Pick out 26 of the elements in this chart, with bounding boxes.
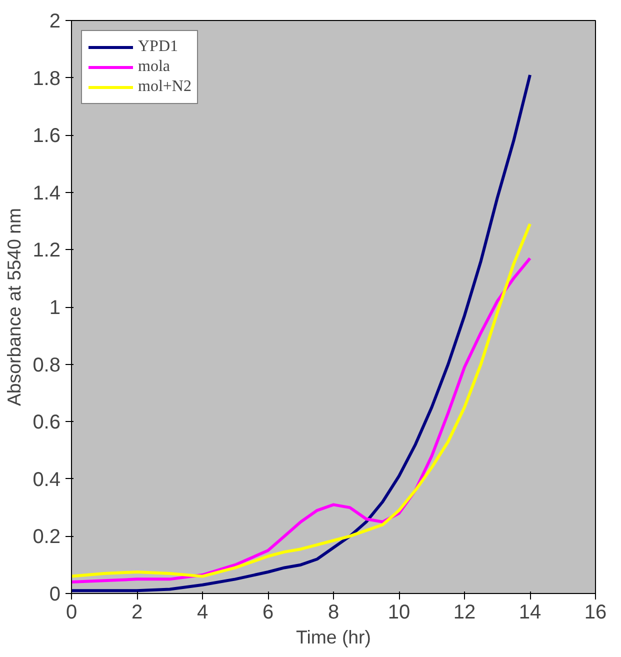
y-tick-label: 0.4 xyxy=(32,468,61,491)
x-tick-label: 12 xyxy=(453,602,476,624)
y-tick-label: 0 xyxy=(49,584,60,606)
y-tick-label: 1.4 xyxy=(32,182,61,204)
y-tick-label: 1.6 xyxy=(32,125,61,148)
y-tick-label: 2 xyxy=(49,10,60,32)
y-tick-label: 0.6 xyxy=(32,412,61,434)
y-axis-title: Absorbance at 5540 nm xyxy=(4,208,25,406)
y-tick-label: 1 xyxy=(49,297,60,319)
legend-label: YPD1 xyxy=(138,38,178,56)
x-tick-label: 4 xyxy=(196,602,208,624)
x-tick-label: 10 xyxy=(388,602,410,624)
y-tick-label: 0.8 xyxy=(32,354,61,376)
y-tick-label: 0.2 xyxy=(32,526,61,548)
x-axis-title: Time (hr) xyxy=(296,626,371,648)
x-tick-label: 14 xyxy=(518,602,542,624)
x-tick-label: 16 xyxy=(584,602,607,624)
legend-label: mola xyxy=(138,58,170,76)
y-tick-label: 1.8 xyxy=(32,68,61,90)
x-tick-label: 8 xyxy=(328,602,340,624)
x-tick-label: 6 xyxy=(262,602,274,624)
x-tick-label: 0 xyxy=(66,602,78,624)
y-tick-label: 1.2 xyxy=(32,240,61,262)
line-series xyxy=(72,73,532,592)
legend-label: mol+N2 xyxy=(138,78,192,96)
x-tick-label: 2 xyxy=(131,602,143,624)
